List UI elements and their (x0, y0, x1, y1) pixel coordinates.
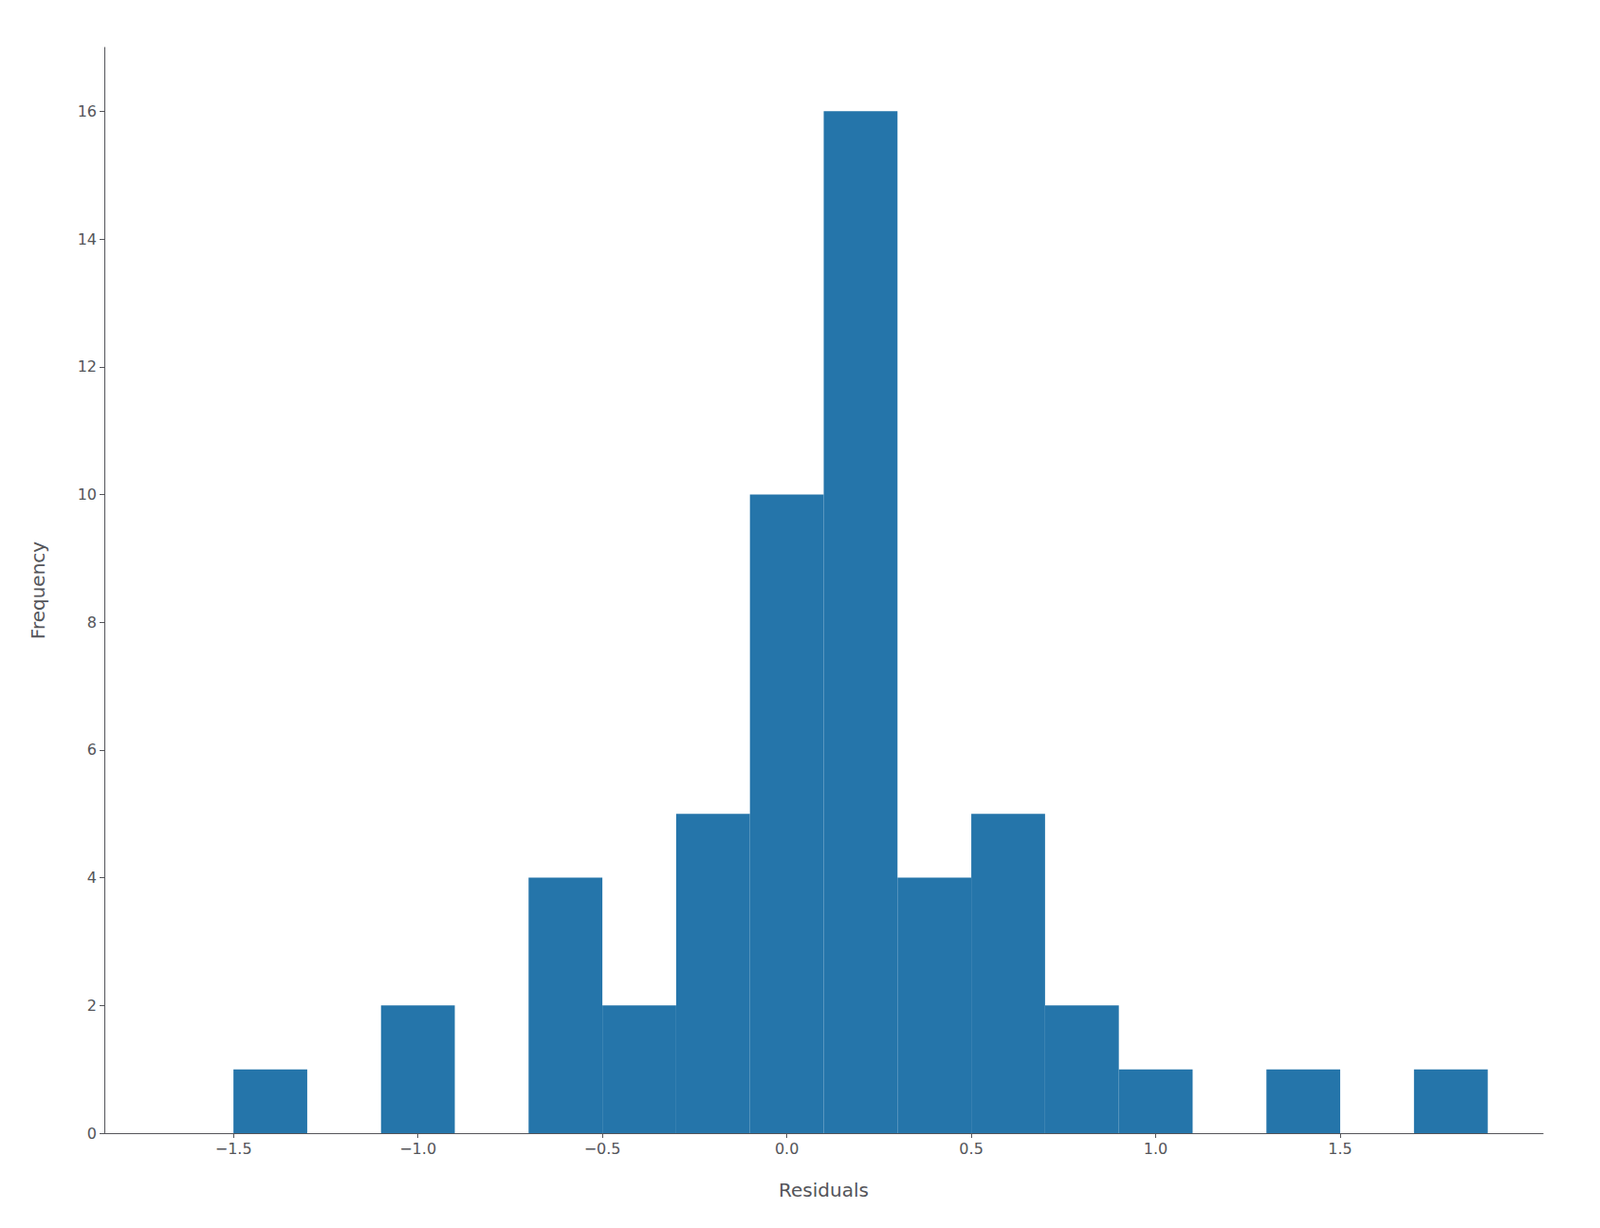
svg-text:Residuals: Residuals (778, 1178, 869, 1202)
svg-text:6: 6 (87, 740, 97, 759)
svg-text:1.0: 1.0 (1143, 1140, 1168, 1159)
svg-text:−1.0: −1.0 (399, 1140, 437, 1159)
svg-text:−0.5: −0.5 (584, 1140, 622, 1159)
svg-text:12: 12 (77, 357, 97, 376)
svg-text:4: 4 (87, 868, 97, 887)
svg-text:8: 8 (87, 613, 97, 632)
svg-text:16: 16 (77, 102, 97, 121)
svg-text:2: 2 (87, 996, 97, 1015)
svg-text:0.5: 0.5 (958, 1140, 983, 1159)
svg-text:Frequency: Frequency (26, 541, 50, 640)
svg-text:14: 14 (77, 230, 97, 249)
svg-text:0.0: 0.0 (774, 1140, 799, 1159)
svg-text:0: 0 (87, 1124, 97, 1143)
svg-text:1.5: 1.5 (1327, 1140, 1352, 1159)
svg-text:−1.5: −1.5 (215, 1140, 253, 1159)
svg-text:10: 10 (77, 485, 97, 504)
